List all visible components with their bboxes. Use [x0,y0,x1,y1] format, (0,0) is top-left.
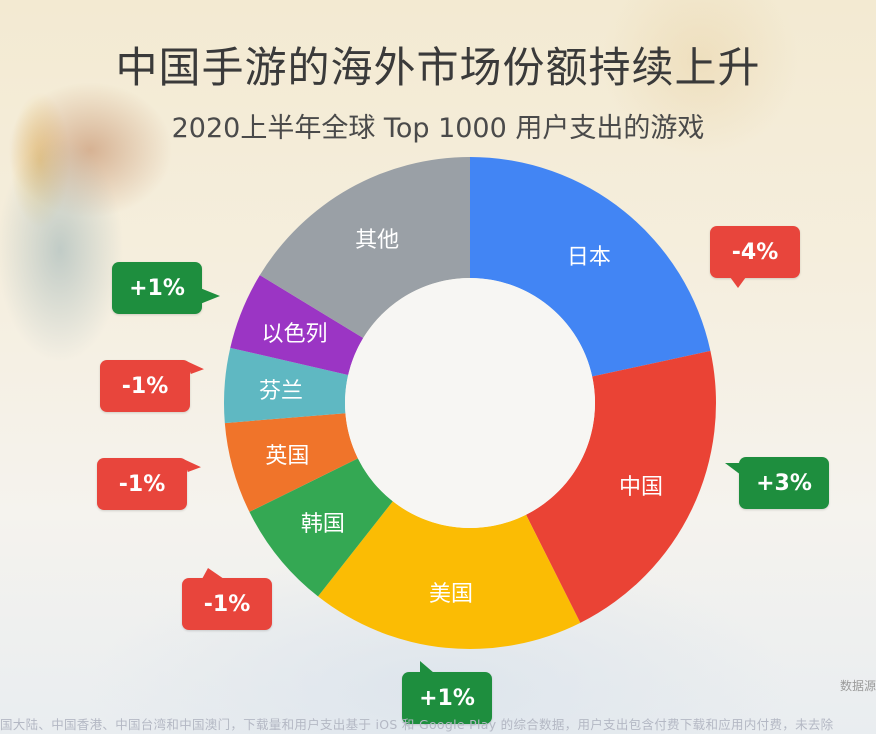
badge-text: -4% [731,239,779,265]
badge-text: -1% [203,591,251,617]
badge-pointer-icon [730,277,746,288]
badge-pointer-icon [200,288,220,304]
change-badge: -4% [710,226,800,288]
donut-slice [259,157,470,339]
source-label: 数据源 [839,679,876,693]
badge-text: +1% [419,685,475,711]
slice-label: 日本 [566,245,611,271]
badge-pointer-icon [725,463,741,475]
change-badge: -1% [100,356,204,412]
slice-label: 芬兰 [258,379,303,405]
chart-subtitle: 2020上半年全球 Top 1000 用户支出的游戏 [171,113,705,144]
badge-pointer-icon [202,568,224,579]
slice-label: 韩国 [300,512,345,538]
donut-slice [224,347,349,424]
change-badge: +3% [725,457,829,509]
slice-label: 中国 [618,474,663,500]
donut-slice [470,157,711,377]
badge-text: -1% [121,373,169,399]
badge-text: +1% [129,275,185,301]
change-badge: -1% [97,454,201,510]
donut-slice [526,350,716,623]
footnote: 国大陆、中国香港、中国台湾和中国澳门，下载量和用户支出基于 iOS 和 Goog… [0,717,834,732]
donut-slice [224,413,358,512]
badge-text: +3% [756,470,812,496]
chart-title: 中国手游的海外市场份额持续上升 [115,43,761,92]
slice-label: 以色列 [261,321,328,347]
change-badge: +1% [112,262,220,314]
slice-label: 美国 [428,581,473,607]
donut-slice [318,501,581,649]
donut-slice [249,458,393,597]
slice-label: 其他 [355,227,400,253]
badge-pointer-icon [420,661,434,673]
donut-hole [345,278,595,528]
change-badge: +1% [402,661,492,724]
slice-label: 英国 [265,443,310,469]
badge-text: -1% [118,471,166,497]
change-badge: -1% [182,568,272,630]
donut-slice [230,275,364,375]
